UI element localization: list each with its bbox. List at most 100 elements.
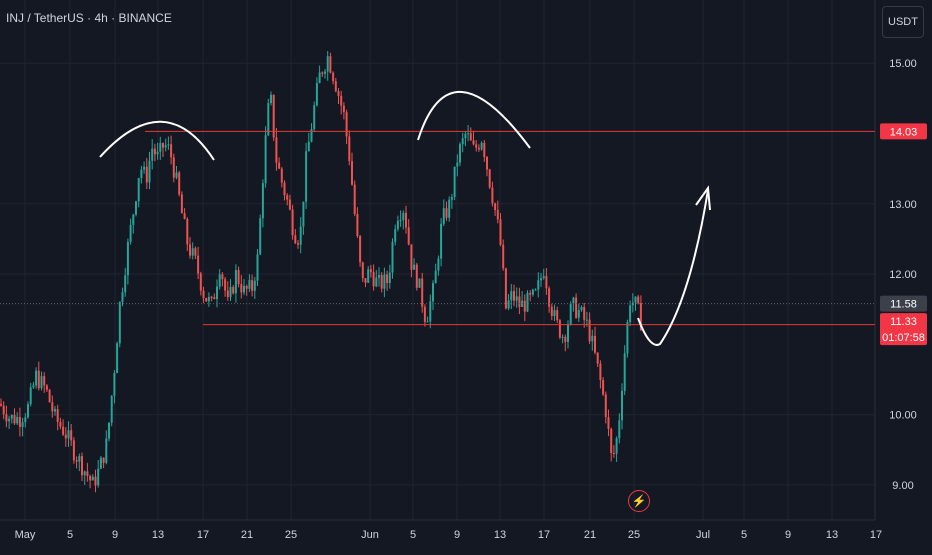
candle-body xyxy=(507,300,510,309)
candle-body xyxy=(372,272,375,287)
candle-body xyxy=(383,274,386,289)
candle-body xyxy=(378,275,380,278)
candle-body xyxy=(621,390,623,421)
candle-body xyxy=(332,72,335,82)
candle-body xyxy=(40,376,43,389)
candle-body xyxy=(469,133,472,141)
x-tick-label: Jun xyxy=(361,529,379,541)
candle-body xyxy=(178,172,181,195)
candle-body xyxy=(224,279,227,291)
candle-body xyxy=(162,143,164,148)
x-tick-label: 13 xyxy=(152,529,164,541)
candle-body xyxy=(0,404,2,406)
candle-body xyxy=(278,162,281,169)
candle-body xyxy=(434,270,437,284)
y-tick-label: 15.00 xyxy=(889,58,917,70)
candle-body xyxy=(386,274,389,284)
candle-body xyxy=(405,212,407,228)
candle-body xyxy=(10,415,13,419)
candle-body xyxy=(604,394,607,418)
candle-body xyxy=(402,212,405,221)
candle-body xyxy=(62,426,65,435)
candle-body xyxy=(615,438,618,454)
projection-curve xyxy=(637,189,709,346)
candle-body xyxy=(221,274,224,280)
candle-body xyxy=(35,370,38,386)
candle-body xyxy=(486,157,488,170)
x-tick-label: 13 xyxy=(826,529,838,541)
candle-body xyxy=(426,321,429,323)
candle-body xyxy=(129,224,132,242)
candle-body xyxy=(164,144,167,148)
candle-body xyxy=(583,307,586,320)
candle-body xyxy=(351,161,353,185)
lightning-icon[interactable]: ⚡ xyxy=(628,490,650,512)
candle-body xyxy=(459,144,461,163)
x-tick-label: 17 xyxy=(197,529,209,541)
candle-body xyxy=(432,283,434,302)
candle-body xyxy=(81,456,83,476)
candle-body xyxy=(307,141,310,152)
candle-body xyxy=(553,310,556,316)
candle-body xyxy=(110,395,113,423)
candle-body xyxy=(229,287,232,298)
candle-body xyxy=(515,296,518,301)
candle-body xyxy=(59,421,62,427)
x-tick-label: 25 xyxy=(628,529,640,541)
candle-body xyxy=(43,376,46,386)
candle-body xyxy=(197,255,200,274)
candle-body xyxy=(596,352,599,364)
candle-body xyxy=(483,142,486,158)
candle-body xyxy=(294,235,297,244)
candle-body xyxy=(612,452,615,454)
candle-body xyxy=(618,420,621,439)
candle-body xyxy=(591,335,594,342)
y-tick-label: 12.00 xyxy=(889,269,917,281)
candle-body xyxy=(189,244,191,256)
candle-body xyxy=(531,289,534,295)
candle-body xyxy=(140,169,143,179)
candle-body xyxy=(272,94,275,138)
candle-body xyxy=(175,172,178,178)
candle-body xyxy=(588,319,591,342)
candle-body xyxy=(102,457,105,463)
candle-body xyxy=(345,112,348,137)
candle-body xyxy=(540,278,542,281)
candle-body xyxy=(567,324,569,342)
candle-body xyxy=(135,201,137,215)
x-tick-label: 21 xyxy=(241,529,253,541)
candle-body xyxy=(329,56,332,73)
candle-body xyxy=(54,409,56,412)
candle-body xyxy=(342,105,345,113)
candle-body xyxy=(502,244,505,269)
candle-body xyxy=(480,142,483,150)
currency-button[interactable]: USDT xyxy=(882,6,924,38)
candle-body xyxy=(564,336,567,342)
candle-body xyxy=(64,434,67,439)
candle-body xyxy=(202,290,205,299)
candle-body xyxy=(194,248,197,256)
candle-body xyxy=(280,168,283,183)
candle-body xyxy=(599,363,602,380)
candle-body xyxy=(297,243,299,245)
candle-body xyxy=(172,157,175,178)
candle-body xyxy=(291,209,294,236)
candle-body xyxy=(99,457,102,469)
x-tick-label: 5 xyxy=(67,529,73,541)
candle-body xyxy=(542,276,545,279)
candle-body xyxy=(5,414,8,422)
price-label-text: 14.03 xyxy=(890,126,918,138)
candle-body xyxy=(475,144,478,148)
candle-body xyxy=(594,335,596,353)
candle-body xyxy=(494,203,497,211)
candle-body xyxy=(391,241,394,273)
candle-body xyxy=(602,379,605,395)
candle-body xyxy=(313,105,316,130)
candle-body xyxy=(461,138,464,145)
x-tick-label: 9 xyxy=(785,529,791,541)
candle-body xyxy=(556,310,559,321)
candle-body xyxy=(240,284,243,293)
candle-body xyxy=(504,268,507,309)
